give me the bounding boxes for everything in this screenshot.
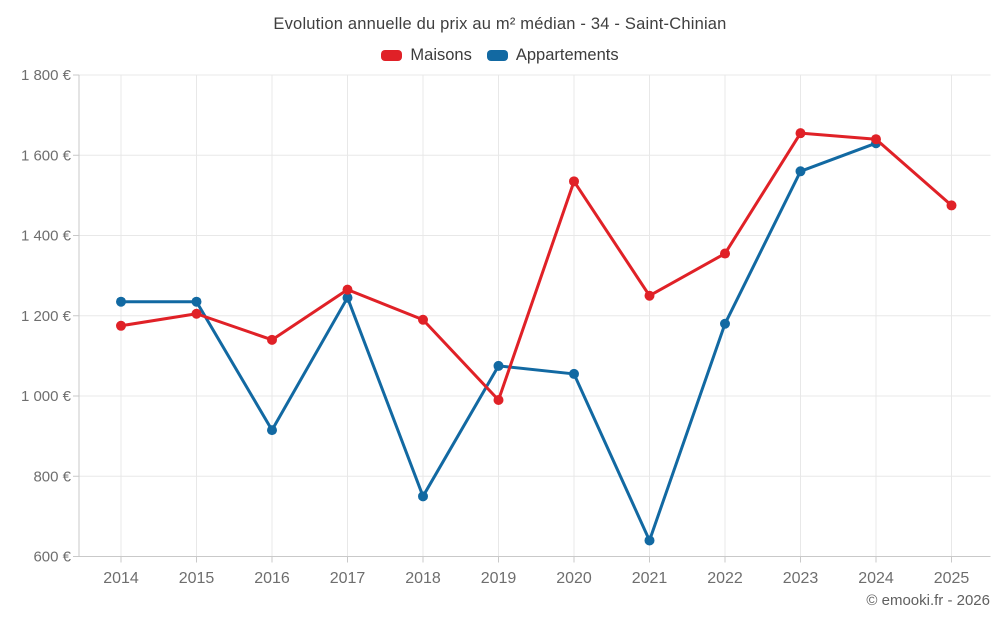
maisons-series-swatch [381,50,403,61]
y-tick-label: 1 000 € [21,388,72,405]
legend-label-appartements: Appartements [515,46,619,64]
x-tick-label: 2019 [481,570,517,587]
series-point-maisons-2015[interactable] [191,308,202,319]
x-tick-label: 2015 [179,570,215,587]
x-tick-label: 2018 [405,570,441,587]
series-point-appartements-2015[interactable] [191,296,202,307]
series-point-maisons-2024[interactable] [871,134,881,145]
chart-legend: Maisons Appartements [0,46,1000,65]
y-tick-label: 1 600 € [21,147,72,164]
x-tick-label: 2024 [858,570,894,587]
x-tick-label: 2020 [556,570,592,587]
x-tick-label: 2023 [783,570,819,587]
series-point-appartements-2017[interactable] [342,292,353,303]
appartements-series-swatch [486,50,508,61]
y-tick-label: 600 € [33,549,71,566]
series-point-maisons-2016[interactable] [267,334,277,345]
series-point-maisons-2023[interactable] [795,128,806,139]
series-point-appartements-2020[interactable] [569,368,579,379]
x-tick-label: 2016 [254,570,290,587]
series-point-maisons-2014[interactable] [116,320,126,331]
series-point-appartements-2014[interactable] [116,296,126,307]
series-point-maisons-2022[interactable] [720,248,730,259]
x-tick-label: 2022 [707,570,743,587]
watermark: © emooki.fr - 2026 [866,592,990,609]
series-point-maisons-2018[interactable] [418,314,428,325]
y-tick-label: 800 € [33,468,71,485]
y-tick-label: 1 400 € [21,228,72,245]
series-point-maisons-2025[interactable] [946,200,957,211]
legend-item-maisons[interactable]: Maisons [381,46,472,65]
series-point-appartements-2021[interactable] [644,535,655,546]
series-point-appartements-2022[interactable] [720,318,730,329]
series-point-appartements-2018[interactable] [418,491,428,502]
y-tick-label: 1 800 € [21,67,72,84]
x-tick-label: 2014 [103,570,139,587]
series-point-maisons-2021[interactable] [644,290,655,301]
chart-title: Evolution annuelle du prix au m² médian … [273,15,727,33]
series-point-appartements-2023[interactable] [795,166,806,177]
series-point-maisons-2020[interactable] [569,176,579,187]
x-tick-label: 2017 [330,570,366,587]
x-tick-label: 2025 [934,570,970,587]
legend-label-maisons: Maisons [410,46,472,64]
x-tick-label: 2021 [632,570,668,587]
series-point-maisons-2019[interactable] [493,395,504,406]
series-point-maisons-2017[interactable] [342,284,353,295]
legend-item-appartements[interactable]: Appartements [486,46,619,65]
series-line-maisons[interactable] [119,131,953,402]
y-tick-label: 1 200 € [21,308,72,325]
series-point-appartements-2016[interactable] [267,425,277,436]
series-point-appartements-2019[interactable] [493,360,504,371]
